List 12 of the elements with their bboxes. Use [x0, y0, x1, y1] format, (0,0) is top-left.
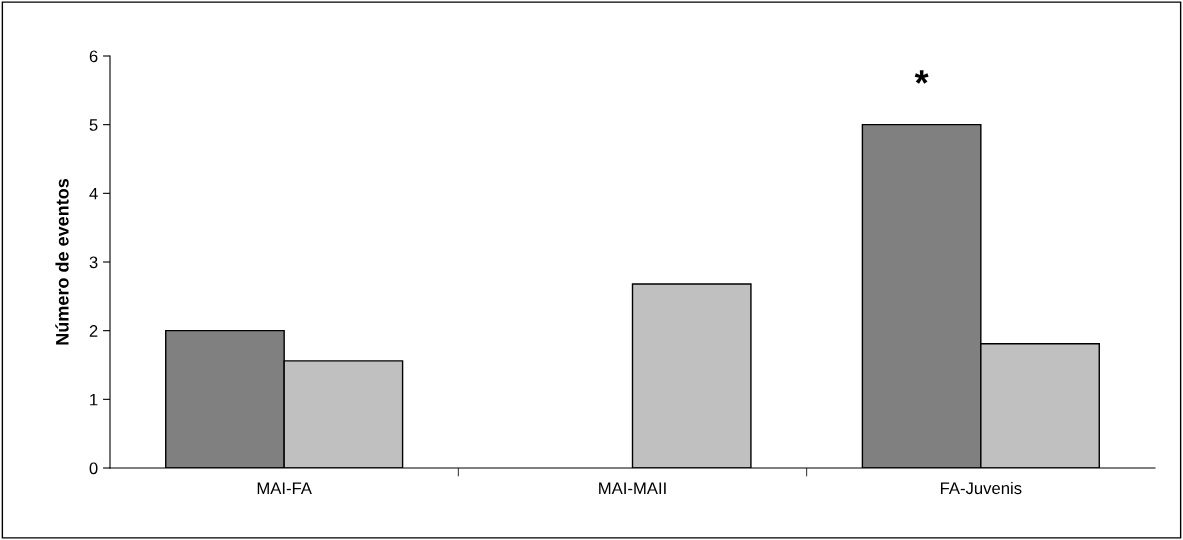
- y-tick-label: 0: [89, 462, 98, 475]
- y-tick-label: 4: [89, 187, 98, 200]
- x-tick-label: MAI-FA: [257, 482, 312, 494]
- y-axis-title: Número de eventos: [55, 178, 69, 345]
- x-tick-label: FA-Juvenis: [940, 481, 1022, 495]
- annotation: *: [914, 70, 929, 84]
- y-tick-label: 5: [89, 119, 98, 131]
- y-tick-label: 1: [90, 393, 98, 406]
- x-tick-label: MAI-MAII: [599, 482, 666, 494]
- y-tick-label: 3: [89, 256, 98, 269]
- y-tick-label: 2: [89, 325, 98, 337]
- y-tick-label: 6: [89, 50, 98, 63]
